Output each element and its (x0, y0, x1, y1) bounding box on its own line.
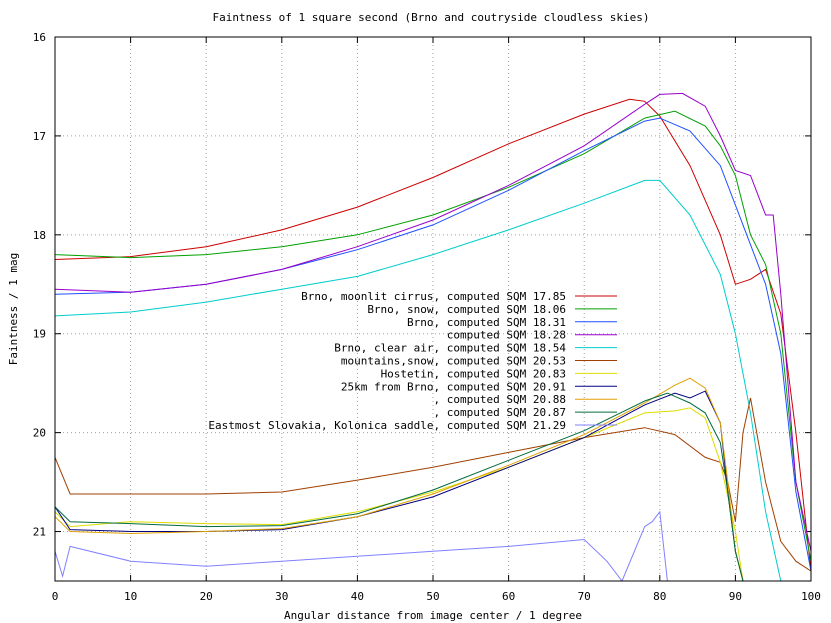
series-line-9 (55, 377, 744, 581)
plot-frame (54, 36, 812, 582)
legend-entry-label: , computed SQM 20.87 (434, 406, 566, 419)
x-tick-label: 90 (729, 590, 742, 603)
x-tick-label: 30 (275, 590, 288, 603)
y-tick-label: 16 (33, 31, 46, 44)
series-line-1 (55, 98, 811, 572)
legend-entry-label: Brno, snow, computed SQM 18.06 (367, 303, 566, 316)
x-tick-label: 100 (801, 590, 821, 603)
x-tick-label: 50 (426, 590, 439, 603)
series-line-11 (55, 510, 668, 581)
series-line-10 (55, 392, 744, 581)
legend-entry-label: Hostetin, computed SQM 20.83 (381, 367, 566, 380)
x-tick-label: 60 (502, 590, 515, 603)
legend: Brno, moonlit cirrus, computed SQM 17.85… (208, 290, 617, 432)
y-tick-label: 21 (33, 526, 46, 539)
x-tick-label: 80 (653, 590, 666, 603)
chart-title: Faintness of 1 square second (Brno and c… (212, 11, 649, 24)
legend-entry-label: Eastmost Slovakia, Kolonica saddle, comp… (208, 419, 566, 432)
legend-entry-label: Brno, computed SQM 18.31 (407, 316, 566, 329)
legend-entry-label: , computed SQM 20.88 (434, 393, 566, 406)
x-tick-label: 10 (124, 590, 137, 603)
series-line-4 (55, 92, 811, 552)
axis-ticks: 0 10 20 30 40 50 60 70 80 90 100 16 17 18 19 20 21 (33, 31, 821, 603)
series-lines (55, 92, 811, 581)
x-tick-label: 70 (578, 590, 591, 603)
x-tick-label: 20 (200, 590, 213, 603)
y-axis-label: Faintness / 1 mag (7, 253, 20, 366)
series-line-5 (55, 179, 782, 581)
x-tick-label: 0 (52, 590, 59, 603)
legend-entry-label: Brno, clear air, computed SQM 18.54 (334, 342, 566, 355)
legend-entry-label: computed SQM 18.28 (447, 329, 566, 342)
x-tick-label: 40 (351, 590, 364, 603)
x-axis-label: Angular distance from image center / 1 d… (284, 609, 582, 622)
legend-entry-label: 25km from Brno, computed SQM 20.91 (341, 380, 566, 393)
legend-entry-label: mountains,snow, computed SQM 20.53 (341, 355, 566, 368)
series-line-6 (55, 397, 811, 572)
y-tick-label: 19 (33, 328, 46, 341)
legend-entry-label: Brno, moonlit cirrus, computed SQM 17.85 (301, 290, 566, 303)
series-line-2 (55, 110, 811, 562)
y-tick-label: 20 (33, 427, 46, 440)
y-tick-label: 17 (33, 130, 46, 143)
y-tick-label: 18 (33, 229, 46, 242)
